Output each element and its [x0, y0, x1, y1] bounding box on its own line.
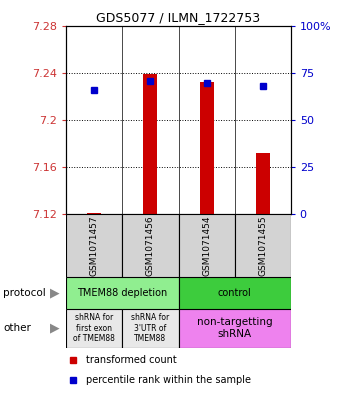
Bar — [66, 309, 122, 348]
Text: non-targetting
shRNA: non-targetting shRNA — [197, 318, 272, 339]
Text: TMEM88 depletion: TMEM88 depletion — [77, 288, 168, 298]
Text: GSM1071457: GSM1071457 — [90, 215, 99, 276]
Bar — [178, 214, 235, 277]
Bar — [122, 214, 178, 277]
Text: percentile rank within the sample: percentile rank within the sample — [86, 375, 252, 386]
Bar — [256, 153, 270, 214]
Text: GSM1071456: GSM1071456 — [146, 215, 155, 276]
Bar — [87, 213, 101, 214]
Bar — [66, 277, 178, 309]
Text: shRNA for
first exon
of TMEM88: shRNA for first exon of TMEM88 — [73, 313, 115, 343]
Bar — [178, 277, 291, 309]
Bar — [235, 214, 291, 277]
Bar — [143, 74, 157, 214]
Text: ▶: ▶ — [50, 286, 59, 299]
Text: GSM1071454: GSM1071454 — [202, 215, 211, 276]
Text: shRNA for
3'UTR of
TMEM88: shRNA for 3'UTR of TMEM88 — [131, 313, 170, 343]
Bar — [178, 309, 291, 348]
Title: GDS5077 / ILMN_1722753: GDS5077 / ILMN_1722753 — [97, 11, 260, 24]
Bar — [66, 214, 122, 277]
Text: control: control — [218, 288, 252, 298]
Text: ▶: ▶ — [50, 321, 59, 335]
Text: GSM1071455: GSM1071455 — [258, 215, 267, 276]
Bar — [122, 309, 178, 348]
Text: other: other — [3, 323, 31, 333]
Text: protocol: protocol — [3, 288, 46, 298]
Text: transformed count: transformed count — [86, 355, 177, 365]
Bar — [200, 82, 214, 214]
